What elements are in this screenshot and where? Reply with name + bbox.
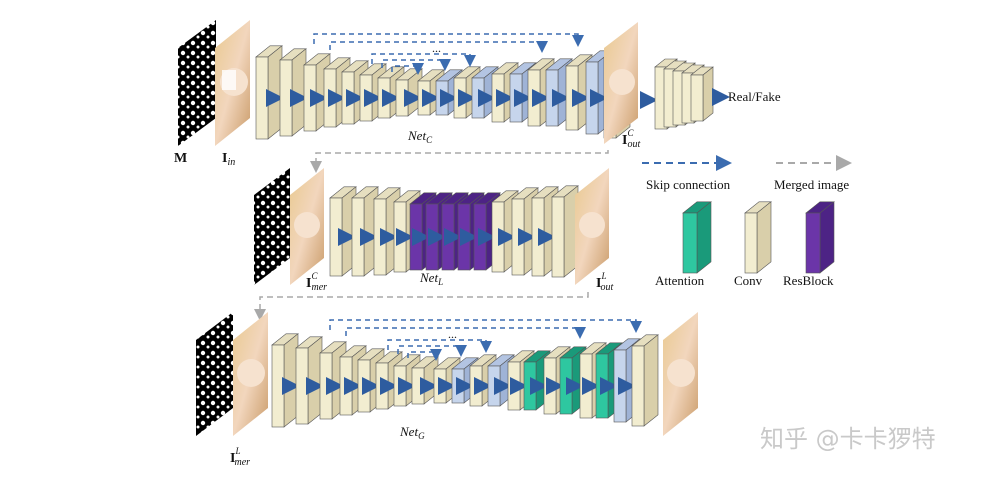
discriminator-layer-5: [690, 66, 714, 122]
coarse-merged-label: IC mer: [306, 271, 327, 293]
mask-image: [178, 20, 216, 146]
local-output-label: IL out: [596, 271, 613, 293]
coarse-network-row: M Iin ... NetC IC out Real/Fake: [174, 20, 781, 168]
merged-image-legend-label: Merged image: [774, 177, 849, 192]
local-merged-image: [233, 312, 268, 436]
coarse-skip-5: [391, 63, 424, 75]
local-merged-mask: [196, 312, 233, 436]
coarse-skip-outer: [313, 33, 584, 47]
resblock-legend-swatch: [805, 201, 835, 274]
local-network-layers: [329, 185, 579, 278]
conv-legend-label: Conv: [734, 273, 763, 288]
merge-arrow-2: [254, 292, 589, 321]
discriminator-layers: [654, 58, 714, 130]
legend-swatches: [682, 201, 835, 274]
coarse-skip-connections: ...: [313, 33, 584, 75]
attention-legend-label: Attention: [655, 273, 705, 288]
local-layer-13: [551, 185, 579, 278]
global-network-layers: [271, 333, 659, 428]
attention-legend-swatch: [682, 201, 712, 274]
coarse-skip-ellipsis: ...: [432, 41, 441, 55]
legend: Skip connection Merged image Attention C…: [642, 155, 852, 288]
global-skip-2: [345, 327, 586, 339]
skip-connection-legend-label: Skip connection: [646, 177, 731, 192]
coarse-layer-2: [279, 48, 307, 137]
net-g-label: NetG: [399, 424, 425, 441]
net-l-label: NetL: [419, 270, 443, 287]
coarse-output-image: [604, 22, 638, 144]
global-skip-5: [407, 349, 442, 361]
final-output-image: [663, 312, 698, 436]
local-output-image: [575, 168, 609, 285]
local-merged-label: IL mer: [230, 446, 250, 468]
local-network-row: IC mer NetL IL out: [254, 168, 613, 293]
global-skip-ellipsis: ...: [448, 327, 457, 341]
coarse-skip-4: [381, 59, 451, 71]
global-skip-3: [387, 339, 492, 353]
global-layer-1: [271, 333, 299, 428]
watermark: 知乎 @卡卡猡特: [760, 425, 936, 453]
coarse-output-label: IC out: [622, 128, 640, 150]
global-network-row: IL mer ... NetG: [196, 312, 698, 468]
coarse-merged-image: [290, 168, 324, 285]
coarse-merged-mask: [254, 168, 290, 285]
resblock-legend-label: ResBlock: [783, 273, 834, 288]
merge-arrow-1: [310, 150, 609, 173]
coarse-network-layers: [255, 45, 631, 140]
discriminator-output-label: Real/Fake: [728, 89, 781, 104]
global-skip-outer: [329, 319, 642, 333]
input-label: Iin: [222, 151, 235, 168]
net-c-label: NetC: [407, 128, 433, 145]
coarse-skip-3: [371, 53, 476, 67]
conv-legend-swatch: [744, 201, 772, 274]
global-skip-4: [397, 345, 467, 357]
global-layer-20: [631, 334, 659, 427]
coarse-layer-1: [255, 45, 283, 140]
global-skip-connections: ...: [329, 319, 642, 361]
mask-label: M: [174, 151, 187, 166]
global-layer-2: [295, 336, 323, 425]
input-image: [215, 20, 250, 146]
coarse-skip-2: [329, 41, 548, 53]
